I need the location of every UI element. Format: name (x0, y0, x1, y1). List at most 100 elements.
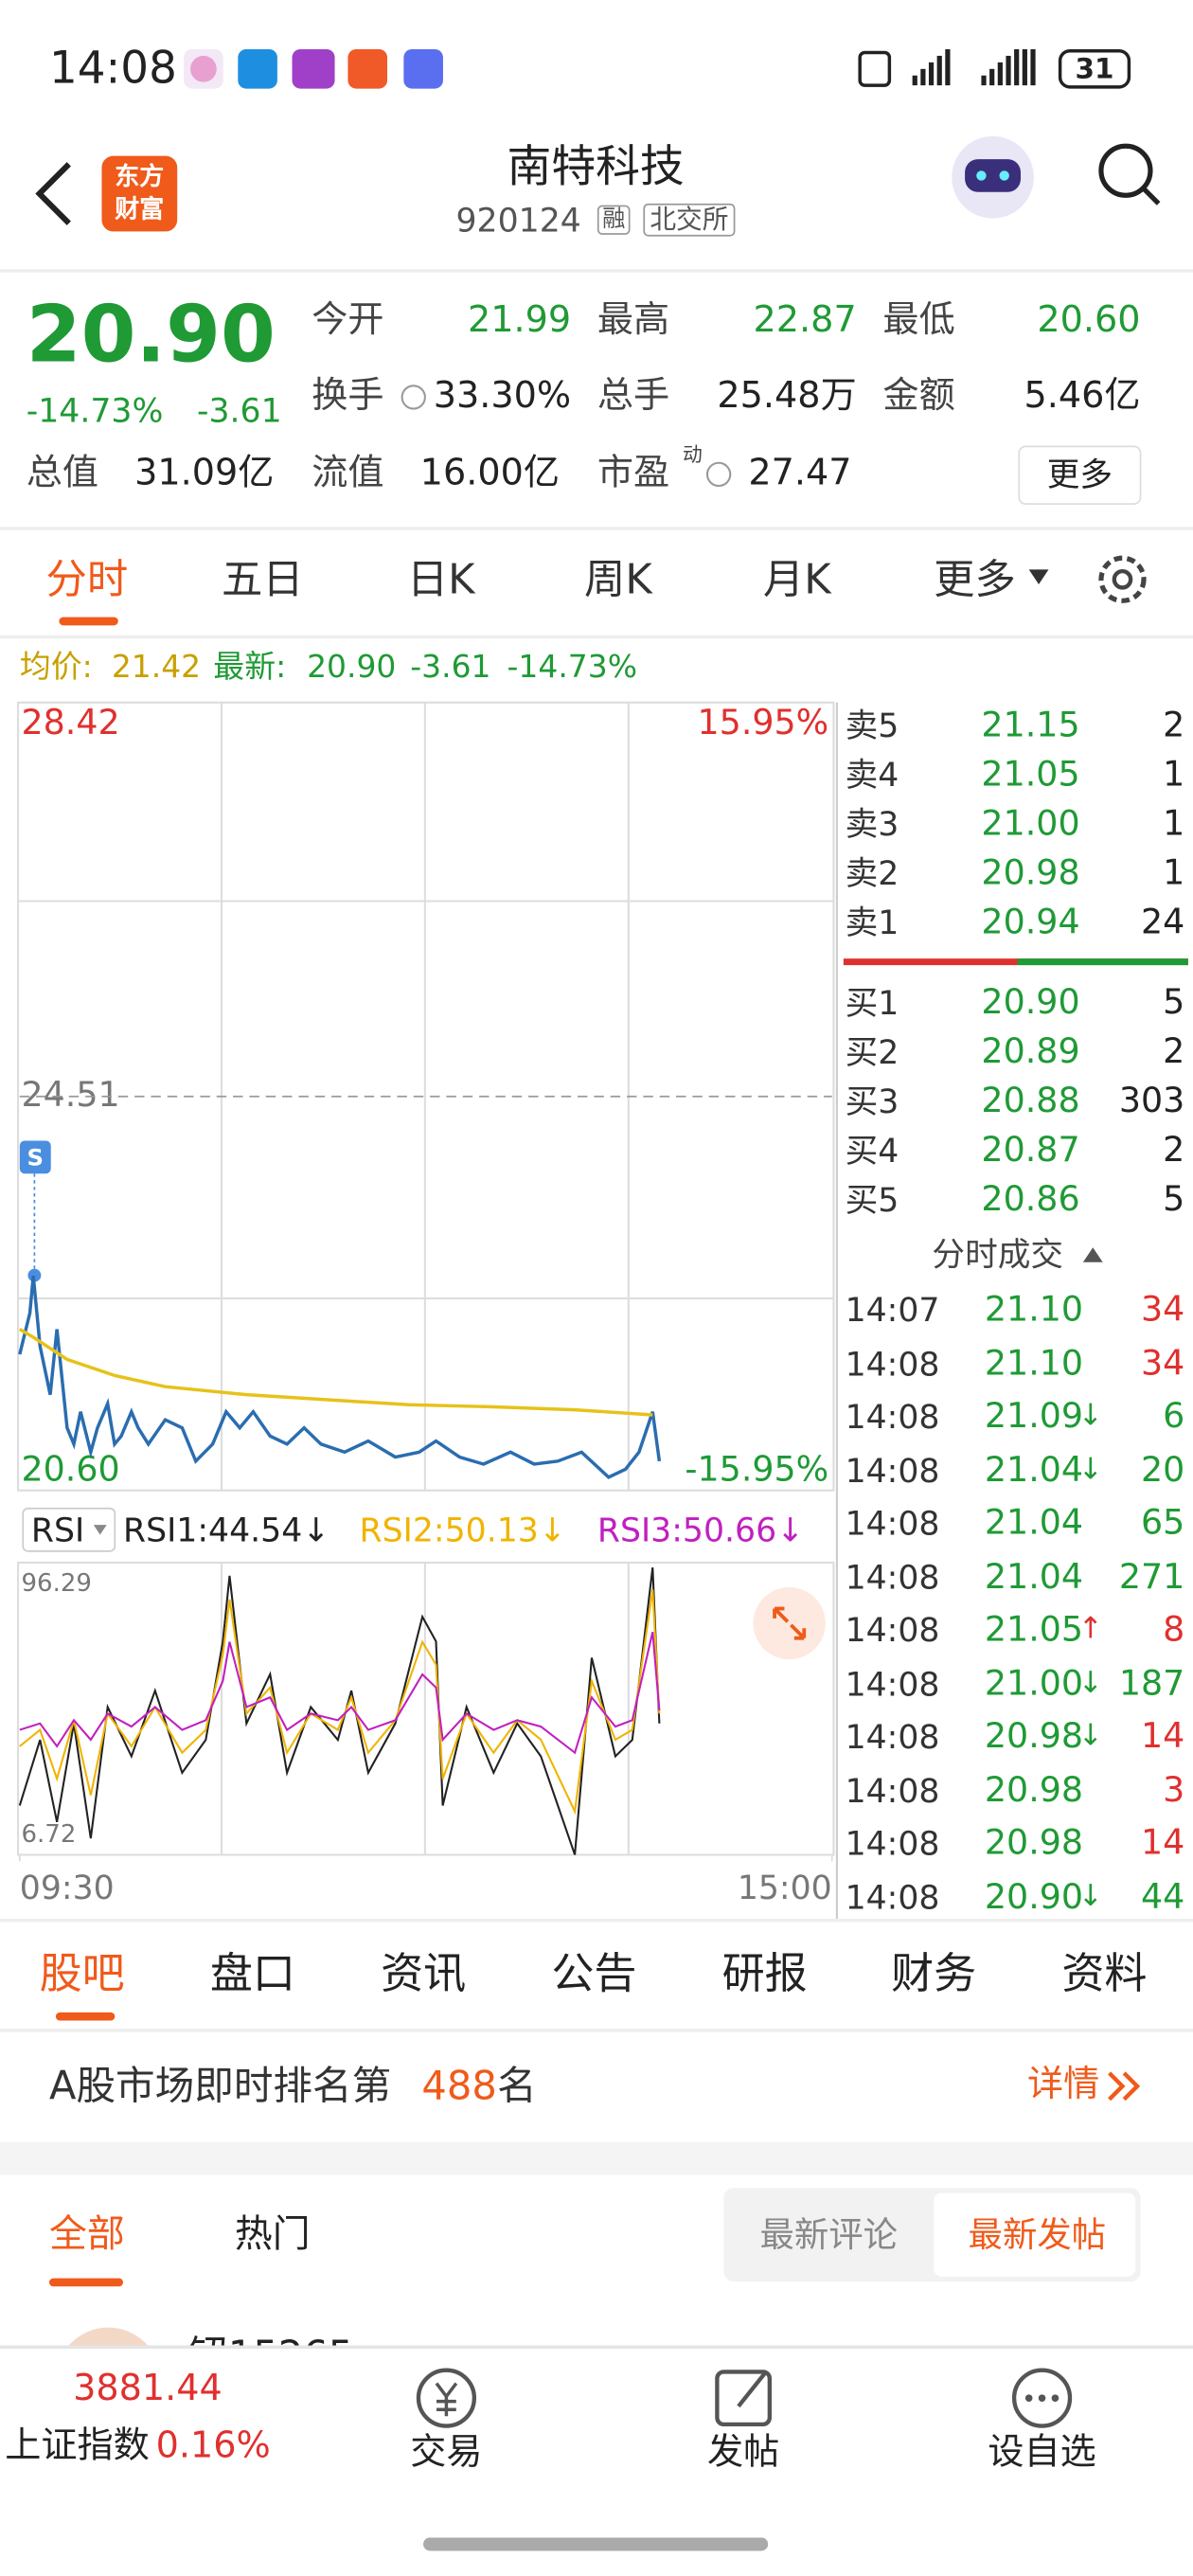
status-time: 14:08 (48, 43, 177, 95)
book-volume: 1 (1163, 803, 1185, 843)
chart-frame (17, 701, 838, 1921)
section-tab[interactable]: 盘口 (209, 1949, 295, 1999)
more-button[interactable]: 更多 (1046, 455, 1113, 494)
section-tab[interactable]: 财务 (891, 1949, 977, 1999)
info-icon (401, 385, 426, 410)
chart-tab[interactable]: 日K (406, 555, 475, 603)
index-name[interactable]: 上证指数 (5, 2425, 150, 2467)
sort-option[interactable]: 最新发帖 (968, 2214, 1107, 2255)
info-text: -3.61 (410, 649, 491, 686)
indicator-selector[interactable] (22, 1507, 116, 1552)
chart-tab[interactable]: 分时 (45, 555, 129, 603)
trade-time: 14:08 (845, 1823, 940, 1864)
chart-tab[interactable]: 周K (584, 555, 652, 603)
trade-time: 14:08 (845, 1770, 940, 1810)
book-price: 20.88 (981, 1081, 1080, 1120)
trade-price: 21.04 (984, 1449, 1084, 1489)
change-pct: -14.73% (26, 390, 164, 431)
info-text: 均价: (19, 649, 93, 686)
book-price: 20.89 (981, 1031, 1080, 1071)
book-volume: 2 (1163, 1130, 1185, 1170)
trade-arrow: ↓ (1077, 1398, 1103, 1434)
trade-volume: 20 (1140, 1449, 1185, 1489)
trade-time: 14:08 (845, 1503, 940, 1544)
app-logo (101, 155, 178, 232)
assistant-icon[interactable] (952, 135, 1034, 219)
book-label: 卖5 (845, 706, 899, 745)
trade-volume: 65 (1140, 1502, 1185, 1543)
stat-label: 金额 (882, 375, 955, 418)
trade-arrow: ↓ (1077, 1451, 1103, 1487)
trade-price: 21.05 (984, 1609, 1084, 1649)
index-value[interactable]: 3881.44 (73, 2368, 223, 2410)
trade-price: 20.98 (984, 1769, 1084, 1809)
stat-value: 33.30% (433, 375, 572, 418)
y-tick-label: 96.29 (22, 1569, 92, 1598)
legend-item: RSI3:50.66↓ (596, 1510, 805, 1550)
stat-value: 21.99 (467, 300, 572, 342)
trade-volume: 14 (1140, 1716, 1185, 1756)
trade-price: 21.04 (984, 1556, 1084, 1596)
y-tick-label: 28.42 (22, 702, 120, 742)
stat-label: 换手 (312, 375, 384, 418)
sort-arrow (1082, 1247, 1103, 1262)
search-icon[interactable] (1098, 143, 1161, 206)
stat-value: 27.47 (748, 453, 852, 494)
section-tab[interactable]: 研报 (721, 1949, 808, 1999)
book-price: 21.05 (981, 754, 1080, 794)
trade-time: 14:08 (845, 1716, 940, 1757)
stat-label: 最高 (596, 300, 670, 342)
chart-tab[interactable]: 月K (762, 555, 831, 603)
section-tab[interactable]: 资讯 (381, 1949, 467, 1999)
stat-label: 总手 (596, 375, 670, 418)
book-label: 卖2 (845, 853, 899, 893)
details-link[interactable]: 详情 (1026, 2065, 1100, 2106)
bottom-action[interactable]: 设自选 (988, 2432, 1096, 2474)
trade-time: 14:08 (845, 1610, 940, 1650)
trade-arrow: ↑ (1077, 1611, 1103, 1647)
stock-name: 南特科技 (507, 141, 685, 193)
info-text: 最新: (213, 649, 287, 686)
book-price: 20.87 (981, 1130, 1080, 1170)
trade-price: 20.90 (984, 1875, 1084, 1916)
sort-option[interactable]: 最新评论 (759, 2214, 899, 2255)
stat-label: 总值 (26, 453, 99, 494)
more-button-box[interactable] (1018, 445, 1142, 505)
series-line (19, 1632, 661, 1755)
trade-volume: 6 (1163, 1396, 1185, 1436)
section-tab[interactable]: 公告 (551, 1949, 637, 1999)
stock-code: 920124 (455, 200, 581, 241)
series-line (18, 1328, 653, 1417)
stat-value: 5.46亿 (1024, 375, 1141, 418)
trade-price: 21.10 (984, 1342, 1084, 1383)
section-tab[interactable]: 股吧 (39, 1949, 125, 1999)
feed-tab[interactable]: 热门 (234, 2213, 311, 2257)
back-icon[interactable] (35, 162, 71, 225)
book-volume: 2 (1163, 705, 1185, 744)
legend-item: RSI1:44.54↓ (122, 1510, 330, 1550)
feed-tab[interactable]: 全部 (48, 2213, 125, 2257)
bottom-action[interactable]: 发帖 (706, 2432, 780, 2474)
book-label: 买2 (845, 1032, 899, 1072)
section-tab[interactable]: 资料 (1061, 1949, 1148, 1999)
expand-icon[interactable] (753, 1586, 826, 1660)
stat-value: 20.60 (1037, 300, 1141, 342)
battery-level: 31 (1075, 53, 1114, 86)
trade-volume: 187 (1118, 1662, 1185, 1703)
chart-tab[interactable]: 五日 (221, 555, 304, 603)
info-text: 20.90 (307, 649, 397, 686)
trades-title[interactable]: 分时成交 (932, 1234, 1064, 1274)
bottom-action[interactable]: 交易 (410, 2432, 483, 2474)
chart-tab[interactable]: 更多 (934, 555, 1016, 603)
series-line (18, 1567, 661, 1855)
y-tick-label: 24.51 (22, 1074, 120, 1115)
stat-value: 31.09亿 (134, 453, 275, 494)
trade-volume: 34 (1140, 1289, 1185, 1329)
status-icons (184, 48, 1131, 89)
y2-tick-label: -15.95% (685, 1448, 828, 1489)
settings-icon[interactable] (1098, 555, 1147, 603)
indicator-name[interactable]: RSI (30, 1510, 85, 1550)
rank-text: 名 (497, 2063, 537, 2110)
